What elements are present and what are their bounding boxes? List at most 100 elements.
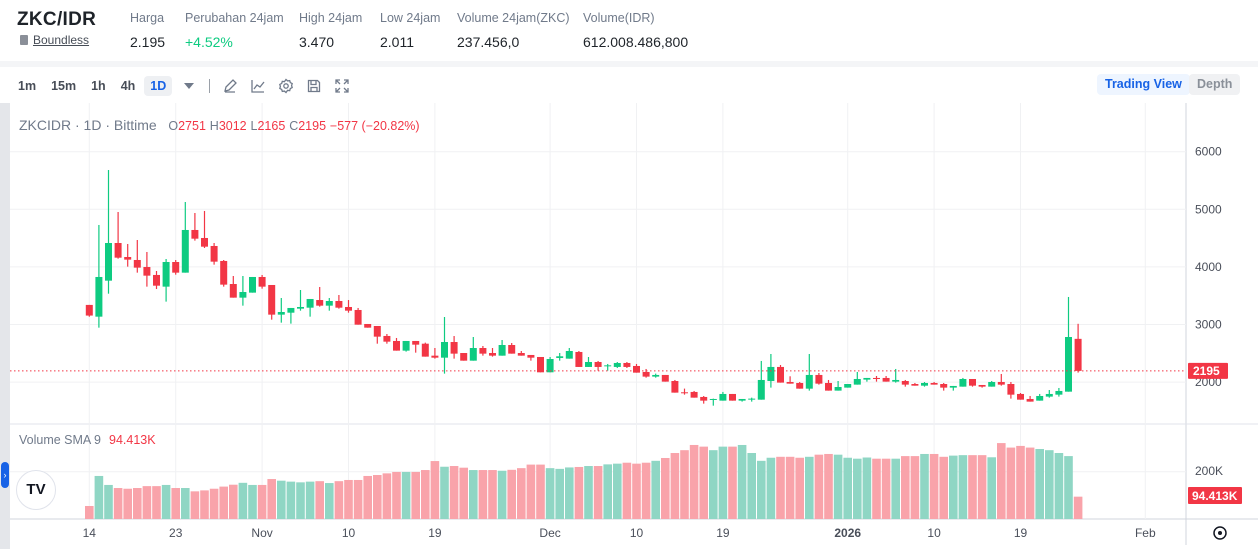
volume-bar xyxy=(113,488,123,519)
pencil-icon[interactable] xyxy=(219,77,241,95)
timeframe-1d[interactable]: 1D xyxy=(144,76,173,96)
timeframe-1h[interactable]: 1h xyxy=(91,79,106,93)
candle-body xyxy=(796,382,804,389)
volume-bar xyxy=(488,470,497,519)
candle-body xyxy=(633,365,640,373)
candle-body xyxy=(220,260,228,285)
candle-body xyxy=(652,374,660,377)
volume-bar xyxy=(229,484,238,519)
volume-bar xyxy=(824,453,833,519)
divider xyxy=(209,79,211,93)
stat-label: Volume 24jam(ZKC) xyxy=(457,11,570,25)
volume-bar xyxy=(661,457,670,519)
candle-body xyxy=(700,396,708,401)
x-tick-label: Nov xyxy=(251,526,272,540)
volume-bar xyxy=(641,462,651,519)
candle-body xyxy=(153,274,160,286)
timeframe-1m[interactable]: 1m xyxy=(18,79,37,93)
volume-bar xyxy=(833,454,843,519)
volume-bar xyxy=(152,486,161,519)
volume-sma-value: 94.413K xyxy=(109,433,156,447)
depth-tab[interactable]: Depth xyxy=(1189,74,1241,95)
x-tick-label: Feb xyxy=(1135,526,1156,540)
stat-label: High 24jam xyxy=(299,11,363,25)
candle-body xyxy=(297,306,304,309)
volume-bar xyxy=(632,463,641,519)
candle-body xyxy=(450,342,458,354)
project-link[interactable]: Boundless xyxy=(20,33,89,47)
indicator-icon[interactable] xyxy=(247,77,269,95)
volume-bar xyxy=(872,458,881,519)
trading-view-tab[interactable]: Trading View xyxy=(1097,74,1190,95)
expand-toolbar-button[interactable]: › xyxy=(1,462,9,488)
volume-bar xyxy=(1064,456,1073,519)
candle-body xyxy=(469,348,477,361)
candle-body xyxy=(402,340,410,351)
volume-bar xyxy=(353,479,363,519)
candle-body xyxy=(1007,384,1015,395)
y-tick-label: 3000 xyxy=(1195,318,1222,332)
volume-bar xyxy=(401,471,411,519)
project-name[interactable]: Boundless xyxy=(33,33,90,47)
candle-body xyxy=(335,300,343,308)
candle-body xyxy=(1074,338,1082,371)
timeframe-15m[interactable]: 15m xyxy=(51,79,77,93)
candle-body xyxy=(546,359,554,373)
volume-legend: Volume SMA 9 94.413K xyxy=(19,433,156,447)
fullscreen-icon[interactable] xyxy=(331,77,353,95)
candle-body xyxy=(844,384,852,388)
volume-bar xyxy=(238,482,248,519)
candle-body xyxy=(642,371,650,377)
volume-bar xyxy=(1016,445,1025,519)
candle-body xyxy=(969,378,976,386)
candle-body xyxy=(719,393,727,401)
volume-last-badge xyxy=(1188,487,1242,504)
volume-bar xyxy=(305,481,315,519)
volume-bar xyxy=(248,484,257,519)
candle-body xyxy=(661,374,669,382)
volume-bar xyxy=(104,484,113,519)
open-value: 2751 xyxy=(178,119,206,133)
candle-body xyxy=(575,351,583,367)
volume-bar xyxy=(622,462,632,519)
candle-body xyxy=(412,340,420,345)
volume-bar xyxy=(517,468,526,519)
timeframe-4h[interactable]: 4h xyxy=(120,79,136,93)
candle-body xyxy=(85,304,93,316)
volume-bar xyxy=(325,483,334,519)
candle-body xyxy=(748,398,756,400)
candle-body xyxy=(133,259,141,268)
candle-body xyxy=(767,366,775,382)
candle-body xyxy=(345,306,352,311)
volume-bar xyxy=(1054,453,1064,519)
candle-body xyxy=(604,365,612,367)
candle-body xyxy=(95,276,103,317)
candle-body xyxy=(757,379,765,400)
candle-body xyxy=(239,292,247,298)
volume-tick-label: 200K xyxy=(1195,464,1223,478)
volume-bar xyxy=(555,468,564,519)
tradingview-logo[interactable]: TV xyxy=(16,470,56,510)
volume-bar xyxy=(277,480,286,519)
volume-bar xyxy=(344,479,353,519)
candle-body xyxy=(210,245,218,262)
candle-body xyxy=(229,284,237,298)
settings-icon[interactable] xyxy=(1213,526,1227,540)
candle-body xyxy=(258,276,266,287)
volume-bar xyxy=(574,466,584,519)
volume-bar xyxy=(977,455,987,519)
volume-bar xyxy=(219,486,228,519)
candle-body xyxy=(786,381,794,384)
candle-body xyxy=(690,391,698,398)
x-tick-label: 23 xyxy=(169,526,183,540)
chevron-down-icon[interactable] xyxy=(178,77,200,95)
candle-body xyxy=(594,361,602,367)
candle-body xyxy=(517,353,525,356)
x-tick-label: 19 xyxy=(428,526,442,540)
save-icon[interactable] xyxy=(303,77,325,95)
gear-icon[interactable] xyxy=(275,77,297,95)
volume-bar xyxy=(334,481,344,519)
x-tick-label: 2026 xyxy=(834,526,861,540)
volume-bar xyxy=(939,456,948,519)
